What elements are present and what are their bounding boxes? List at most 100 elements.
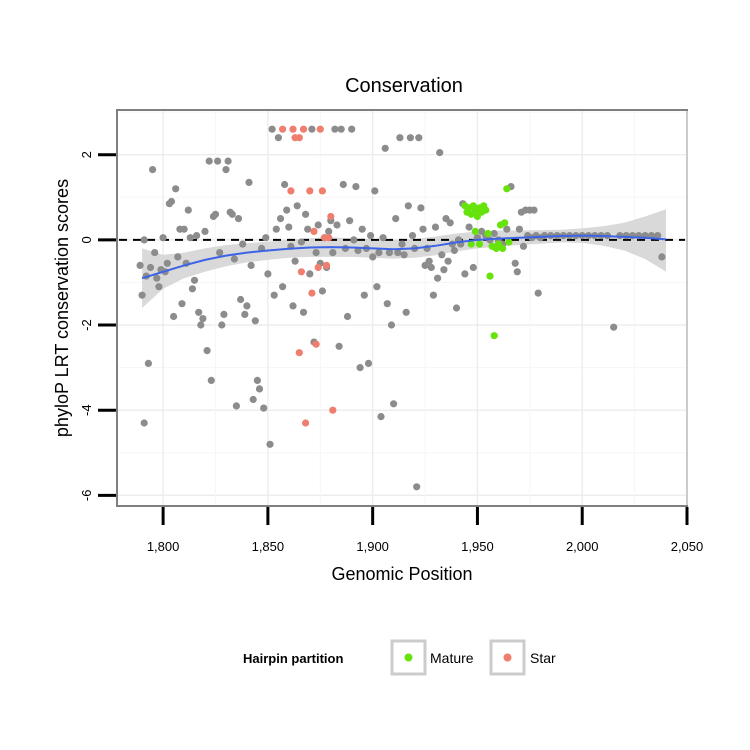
points	[136, 125, 666, 491]
point-other	[392, 215, 400, 223]
point-star	[297, 268, 305, 276]
grid	[118, 111, 688, 505]
point-other	[490, 229, 498, 238]
point-other	[190, 276, 199, 284]
point-other	[331, 125, 339, 133]
legend-marker-star	[503, 653, 512, 662]
legend-marker-mature	[404, 653, 413, 662]
point-other	[270, 291, 278, 299]
point-other	[534, 289, 542, 297]
point-other	[408, 232, 417, 240]
point-other	[325, 227, 333, 235]
point-other	[207, 376, 215, 384]
point-star	[310, 227, 318, 235]
point-other	[469, 263, 477, 272]
point-other	[274, 134, 282, 142]
point-other	[383, 300, 391, 308]
point-other	[195, 308, 203, 316]
point-other	[159, 234, 167, 242]
point-other	[461, 270, 469, 278]
point-other	[136, 261, 144, 269]
point-other	[356, 364, 364, 372]
point-other	[396, 134, 404, 142]
point-other	[379, 234, 387, 242]
point-other	[658, 253, 666, 261]
point-other	[291, 257, 299, 265]
point-other	[417, 204, 425, 212]
point-star	[306, 187, 314, 195]
chart-title: Conservation	[345, 75, 463, 97]
plot-area	[116, 109, 688, 507]
point-star	[308, 289, 316, 297]
point-other	[239, 240, 247, 248]
point-other	[610, 323, 618, 331]
point-other	[358, 225, 366, 233]
point-other	[222, 166, 230, 174]
point-other	[444, 257, 452, 265]
point-other	[503, 225, 511, 233]
point-other	[266, 440, 274, 448]
point-other	[398, 240, 406, 248]
point-other	[513, 268, 521, 276]
point-mature	[484, 229, 492, 238]
y-tick-label: 0	[79, 236, 94, 243]
y-tick-label: -4	[79, 404, 94, 416]
point-other	[281, 180, 289, 189]
point-other	[452, 304, 461, 312]
point-other	[276, 215, 285, 223]
point-other	[178, 300, 186, 308]
point-other	[329, 249, 337, 257]
point-other	[285, 223, 293, 231]
point-mature	[501, 219, 509, 227]
point-other	[308, 125, 316, 133]
y-tick-label: 2	[79, 151, 94, 158]
point-other	[515, 225, 524, 233]
point-other	[283, 206, 291, 214]
point-other	[186, 234, 194, 242]
point-other	[364, 359, 373, 367]
point-mature	[482, 206, 490, 214]
point-other	[367, 232, 375, 240]
point-other	[140, 419, 148, 427]
point-other	[197, 321, 205, 329]
point-other	[199, 315, 207, 323]
point-other	[381, 144, 389, 152]
point-star	[316, 125, 324, 133]
point-other	[427, 263, 435, 272]
point-star	[318, 187, 326, 195]
point-other	[253, 376, 261, 384]
point-other	[390, 400, 398, 408]
x-tick-label: 1,800	[147, 539, 180, 554]
x-tick-label: 2,050	[671, 539, 704, 554]
point-other	[188, 285, 196, 293]
point-other	[446, 219, 454, 227]
point-other	[193, 232, 201, 240]
loess-line	[141, 234, 667, 280]
point-other	[203, 347, 211, 355]
point-star	[295, 134, 303, 142]
point-other	[180, 225, 188, 233]
y-tick-label: -6	[79, 490, 94, 502]
point-other	[262, 234, 270, 242]
point-other	[402, 308, 410, 316]
axes: -6 -4 -2 0 2 1,800 1,850 1,900 1,950 2,000 2,050	[79, 151, 703, 554]
point-other	[337, 125, 345, 133]
point-other	[264, 270, 272, 278]
point-other	[339, 180, 347, 189]
point-other	[293, 202, 301, 210]
point-other	[465, 223, 473, 231]
point-star	[314, 263, 322, 272]
y-tick-label: -2	[79, 319, 94, 331]
point-other	[228, 210, 236, 218]
point-other	[406, 134, 414, 142]
x-tick-label: 2,000	[566, 539, 599, 554]
point-other	[373, 283, 381, 291]
point-other	[230, 255, 238, 263]
point-other	[170, 312, 178, 321]
point-other	[318, 287, 326, 295]
point-other	[438, 251, 446, 259]
point-other	[205, 157, 213, 165]
point-other	[385, 249, 393, 257]
point-other	[138, 291, 146, 299]
